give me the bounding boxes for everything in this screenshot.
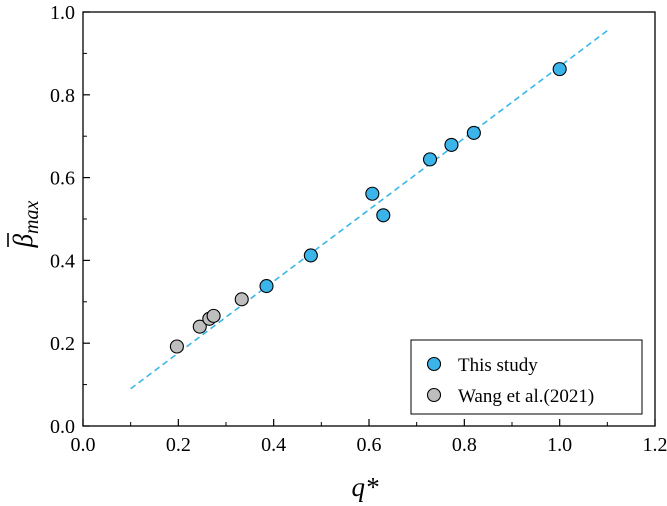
data-points-layer <box>169 62 567 354</box>
data-point-this-study-4 <box>422 152 438 167</box>
legend-box <box>410 339 643 415</box>
data-point-this-study-0 <box>259 279 274 294</box>
data-point-wang-1 <box>192 319 207 334</box>
data-point-this-study-7 <box>552 62 567 77</box>
y-tick-label: 0.2 <box>50 333 75 355</box>
y-tick-label: 0.0 <box>50 416 75 438</box>
legend-marker-wang <box>426 387 442 403</box>
x-axis-label: q* <box>352 472 380 502</box>
data-point-this-study-1 <box>303 248 318 263</box>
fit-line-layer <box>130 29 608 390</box>
y-axis-label-sub: max <box>21 200 43 233</box>
x-tick-label: 0.2 <box>166 434 191 456</box>
data-point-this-study-2 <box>365 186 380 201</box>
x-tick-label: 0.4 <box>261 434 286 456</box>
legend-label-this-study: This study <box>458 355 538 376</box>
x-tick-label: 1.2 <box>643 434 667 456</box>
y-tick-label: 0.8 <box>50 85 75 107</box>
y-tick-label: 1.0 <box>50 2 75 24</box>
x-tick-label: 0.6 <box>357 434 382 456</box>
y-tick-label: 0.6 <box>50 168 75 190</box>
x-tick-label: 0.0 <box>71 434 96 456</box>
data-point-wang-0 <box>169 339 184 354</box>
svg-text:βmax: βmax <box>8 200 43 248</box>
legend: This study Wang et al.(2021) <box>410 339 643 415</box>
axes <box>82 11 656 427</box>
legend-marker-this-study <box>426 356 442 372</box>
data-point-wang-4 <box>234 292 249 307</box>
y-tick-label: 0.4 <box>50 250 75 272</box>
x-tick-label: 1.0 <box>547 434 572 456</box>
y-axis-label-main: β <box>8 233 38 248</box>
fit-line <box>130 29 608 390</box>
data-point-this-study-6 <box>466 125 481 140</box>
data-point-this-study-3 <box>376 208 391 223</box>
x-tick-label: 0.8 <box>452 434 477 456</box>
tick-labels: 0.0 0.2 0.4 0.6 0.8 1.0 1.2 0.0 0.2 0.4 0.6 0.8 1.0 <box>50 2 667 456</box>
data-point-this-study-5 <box>444 137 459 152</box>
legend-label-wang: Wang et al.(2021) <box>458 386 594 407</box>
data-point-wang-3 <box>206 308 221 323</box>
y-axis-label: βmax <box>7 200 43 248</box>
